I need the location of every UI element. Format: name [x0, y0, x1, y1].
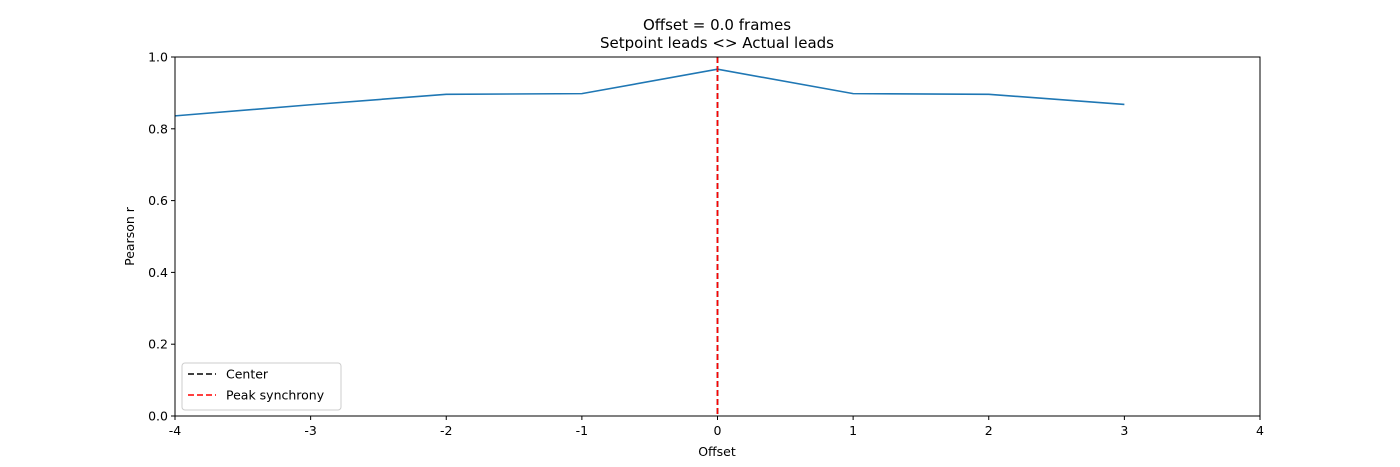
y-tick-label: 0.8 — [148, 121, 168, 136]
y-tick-label: 0.4 — [148, 265, 168, 280]
data-layer — [174, 57, 1125, 416]
y-tick-label: 0.0 — [148, 409, 168, 424]
x-tick-label: 1 — [849, 423, 857, 438]
x-axis-label: Offset — [698, 444, 736, 459]
x-tick-label: -4 — [169, 423, 182, 438]
x-tick-label: -3 — [304, 423, 316, 438]
x-tick-label: -2 — [440, 423, 452, 438]
x-tick-label: 3 — [1120, 423, 1128, 438]
x-tick-label: 0 — [714, 423, 722, 438]
plot-area — [175, 57, 1260, 416]
x-tick-label: 4 — [1256, 423, 1264, 438]
y-tick-label: 1.0 — [148, 50, 168, 65]
legend-box — [181, 362, 342, 411]
legend-label: Peak synchrony — [226, 388, 325, 403]
y-axis-ticks: 0.0 0.2 0.4 0.6 0.8 1.0 — [148, 50, 175, 424]
x-tick-label: 2 — [985, 423, 993, 438]
legend: Center Peak synchrony — [181, 362, 342, 411]
x-axis-ticks: -4 -3 -2 -1 0 1 2 3 4 — [169, 416, 1264, 438]
y-axis-label: Pearson r — [122, 206, 137, 266]
series-line-0 — [174, 68, 1125, 117]
chart-subtitle: Setpoint leads <> Actual leads — [600, 34, 834, 52]
chart-title: Offset = 0.0 frames — [643, 16, 791, 34]
y-tick-label: 0.6 — [148, 193, 168, 208]
legend-label: Center — [226, 367, 269, 382]
x-tick-label: -1 — [576, 423, 588, 438]
y-tick-label: 0.2 — [148, 337, 168, 352]
